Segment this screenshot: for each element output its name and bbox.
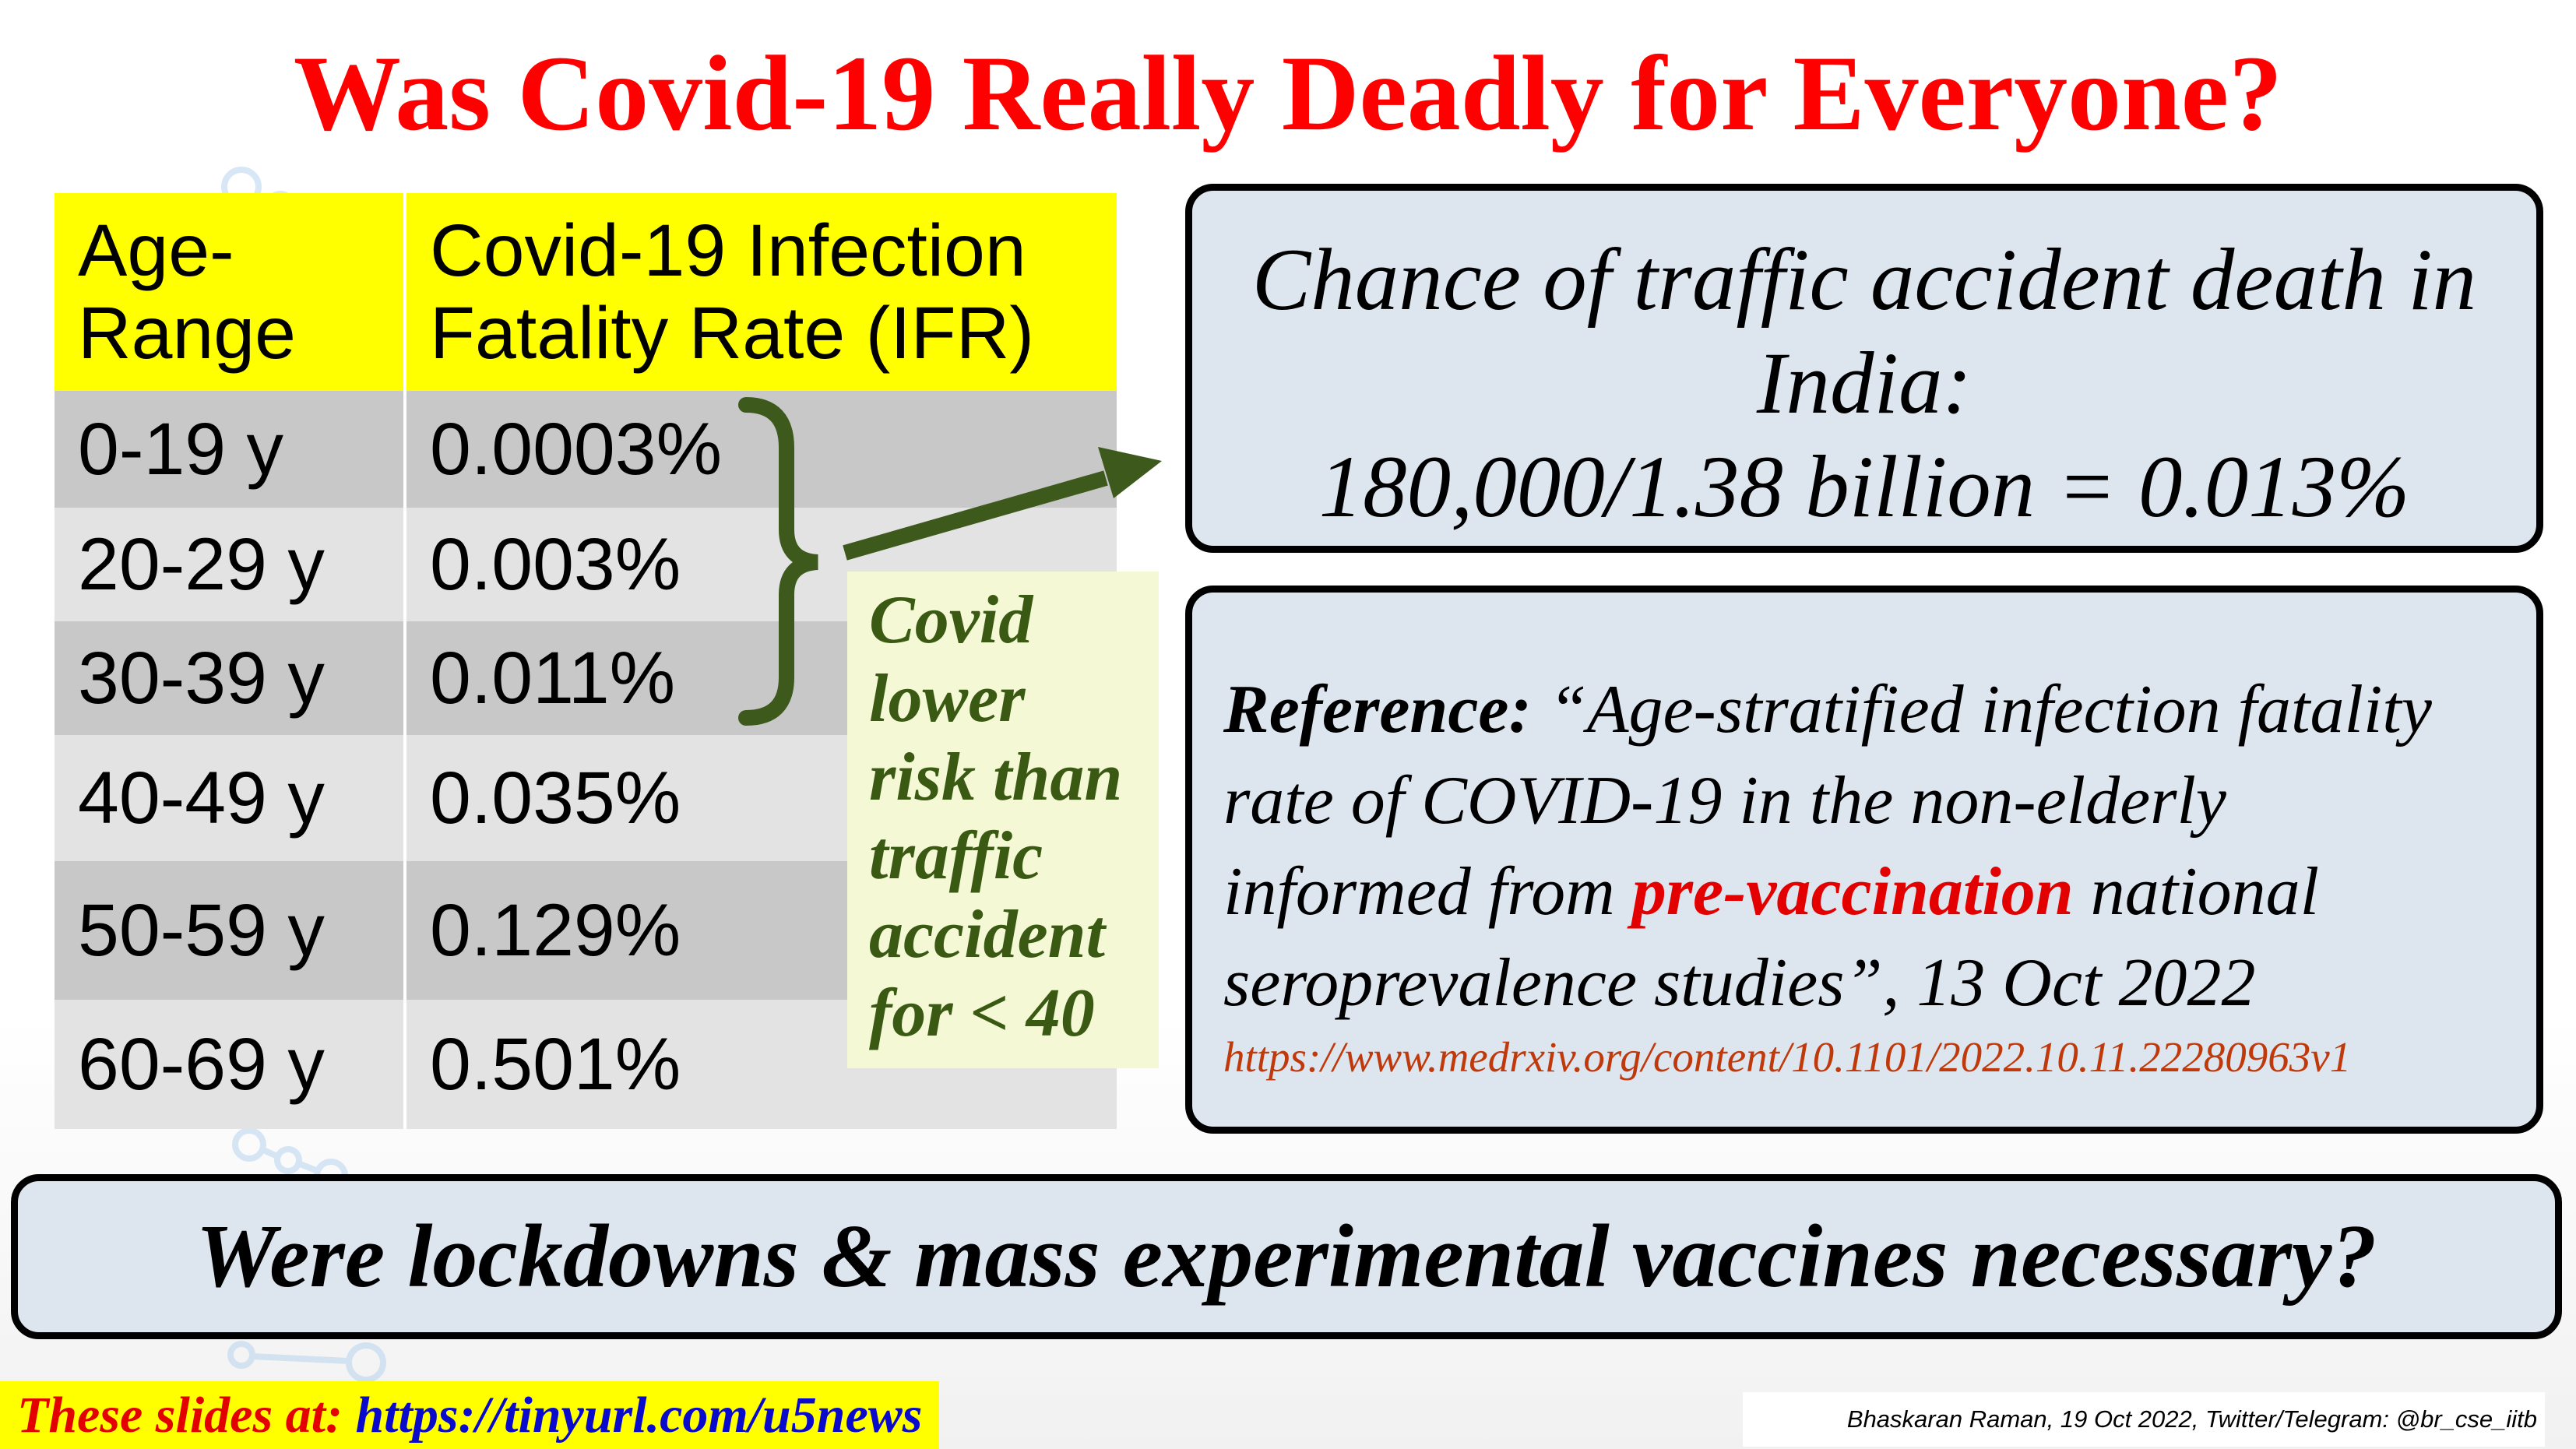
header-ifr-line1: Covid-19 Infection xyxy=(430,209,1026,292)
question-box: Were lockdowns & mass experimental vacci… xyxy=(11,1174,2562,1339)
note-line: accident xyxy=(869,897,1106,972)
note-line: risk than xyxy=(869,740,1123,815)
author-credit: Bhaskaran Raman, 19 Oct 2022, Twitter/Te… xyxy=(1743,1392,2545,1447)
reference-title-start: “Age-stratified infection fatality xyxy=(1531,672,2432,747)
reference-line-3-post: national xyxy=(2073,854,2320,930)
header-ifr-line2: Fatality Rate (IFR) xyxy=(430,292,1034,375)
header-ifr: Covid-19 Infection Fatality Rate (IFR) xyxy=(405,193,1117,391)
age-cell: 20-29 y xyxy=(55,508,406,621)
age-cell: 40-49 y xyxy=(55,735,406,861)
question-text: Were lockdowns & mass experimental vacci… xyxy=(195,1207,2377,1307)
note-line: Covid xyxy=(869,582,1033,658)
header-age-line1: Age- xyxy=(78,209,234,292)
table-row: 0-19 y 0.0003% xyxy=(55,391,1117,508)
reference-line-2: rate of COVID-19 in the non-elderly xyxy=(1223,763,2226,839)
page-title: Was Covid-19 Really Deadly for Everyone? xyxy=(293,33,2283,153)
slides-label: These slides at: xyxy=(17,1387,356,1444)
ifr-cell: 0.0003% xyxy=(405,391,1117,508)
note-line: for < 40 xyxy=(869,976,1095,1051)
reference-line-3: informed from pre-vaccination national xyxy=(1223,846,2532,937)
reference-url-link[interactable]: https://www.medrxiv.org/content/10.1101/… xyxy=(1223,1033,2352,1081)
slides-url-link[interactable]: https://tinyurl.com/u5news xyxy=(355,1387,923,1444)
note-line: traffic xyxy=(869,818,1043,894)
age-cell: 0-19 y xyxy=(55,391,406,508)
slides-link-banner: These slides at: https://tinyurl.com/u5n… xyxy=(0,1381,940,1449)
traffic-line-1: Chance of traffic accident death in xyxy=(1251,231,2477,329)
age-cell: 50-59 y xyxy=(55,861,406,1000)
reference-line-4: seroprevalence studies”, 13 Oct 2022 xyxy=(1223,945,2256,1021)
traffic-line-2: India: xyxy=(1756,335,1972,432)
header-age-line2: Range xyxy=(78,292,296,375)
reference-text: Reference: “Age-stratified infection fat… xyxy=(1223,664,2532,1085)
covid-note: Covid lower risk than traffic accident f… xyxy=(847,572,1159,1068)
reference-label: Reference: xyxy=(1223,672,1532,747)
traffic-line-3: 180,000/1.38 billion = 0.013% xyxy=(1318,438,2410,536)
table-header-row: Age- Range Covid-19 Infection Fatality R… xyxy=(55,193,1117,391)
traffic-death-box: Chance of traffic accident death in Indi… xyxy=(1185,184,2543,553)
note-line: lower xyxy=(869,661,1026,737)
header-age-range: Age- Range xyxy=(55,193,406,391)
pre-vaccination-highlight: pre-vaccination xyxy=(1631,854,2074,930)
ifr-table: Age- Range Covid-19 Infection Fatality R… xyxy=(55,193,1117,1129)
age-cell: 30-39 y xyxy=(55,621,406,735)
reference-box: Reference: “Age-stratified infection fat… xyxy=(1185,586,2543,1134)
reference-line-1: Reference: “Age-stratified infection fat… xyxy=(1223,664,2532,755)
age-cell: 60-69 y xyxy=(55,1000,406,1129)
reference-line-3-pre: informed from xyxy=(1223,854,1632,930)
